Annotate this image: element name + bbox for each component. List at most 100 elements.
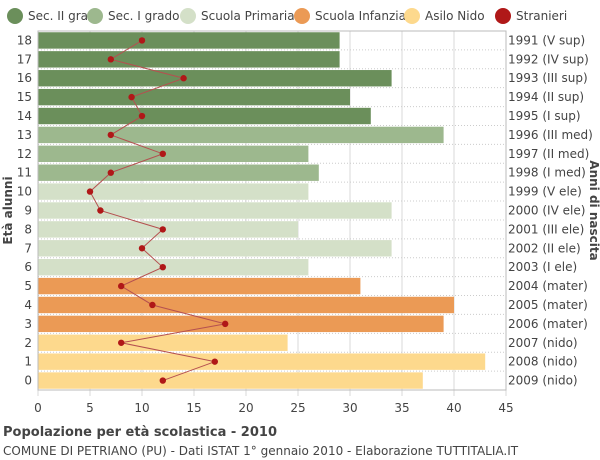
x-tick-label: 25 bbox=[290, 401, 305, 415]
y-axis-title: Età alunni bbox=[1, 176, 15, 244]
birth-year-label: 1993 (III sup) bbox=[508, 71, 588, 85]
birth-year-label: 1996 (III med) bbox=[508, 128, 593, 142]
birth-year-label: 2006 (mater) bbox=[508, 317, 588, 331]
age-label: 14 bbox=[17, 109, 32, 123]
birth-year-label: 2001 (III ele) bbox=[508, 222, 584, 236]
legend: Sec. II grado Sec. I grado Scuola Primaria… bbox=[0, 0, 600, 30]
legend-item: Sec. I grado bbox=[87, 7, 179, 25]
x-tick-label: 40 bbox=[446, 401, 461, 415]
stranieri-point bbox=[222, 320, 229, 328]
stranieri-point bbox=[97, 207, 104, 214]
x-tick-label: 15 bbox=[186, 401, 201, 415]
legend-label: Stranieri bbox=[516, 9, 568, 23]
bar bbox=[38, 277, 361, 295]
legend-swatch bbox=[294, 8, 310, 24]
birth-year-label: 1999 (V ele) bbox=[508, 185, 582, 199]
birth-year-label: 2002 (II ele) bbox=[508, 241, 581, 255]
legend-label: Sec. II grado bbox=[28, 9, 103, 23]
legend-item: Stranieri bbox=[495, 7, 567, 25]
stranieri-point bbox=[107, 131, 115, 139]
legend-item: Scuola Infanzia bbox=[294, 7, 406, 25]
birth-year-label: 1992 (IV sup) bbox=[508, 52, 589, 66]
x-tick-label: 45 bbox=[498, 401, 513, 415]
bar bbox=[38, 32, 340, 49]
bar bbox=[38, 202, 392, 219]
bar bbox=[38, 296, 454, 314]
legend-label: Sec. I grado bbox=[108, 9, 180, 23]
stranieri-point bbox=[107, 169, 115, 176]
age-label: 8 bbox=[24, 222, 32, 236]
stranieri-point bbox=[159, 150, 166, 158]
age-label: 15 bbox=[17, 90, 32, 104]
x-tick-label: 0 bbox=[34, 401, 42, 415]
x-tick-label: 5 bbox=[86, 401, 94, 415]
bar bbox=[38, 88, 350, 106]
chart-title: Popolazione per età scolastica - 2010 bbox=[3, 425, 277, 440]
stranieri-point bbox=[149, 301, 156, 309]
stranieri-point bbox=[138, 112, 146, 120]
stranieri-point bbox=[138, 245, 146, 252]
birth-year-label: 1991 (V sup) bbox=[508, 33, 585, 47]
age-label: 5 bbox=[24, 279, 32, 293]
stranieri-point bbox=[86, 188, 94, 195]
legend-label: Scuola Infanzia bbox=[315, 9, 406, 23]
age-label: 13 bbox=[17, 128, 32, 142]
stranieri-point bbox=[180, 75, 187, 82]
stranieri-point bbox=[128, 93, 135, 101]
bar bbox=[38, 240, 392, 257]
legend-swatch bbox=[180, 8, 196, 24]
x-tick-label: 20 bbox=[238, 401, 253, 415]
legend-item: Sec. II grado bbox=[7, 7, 103, 25]
age-label: 7 bbox=[24, 241, 32, 255]
legend-label: Scuola Primaria bbox=[201, 9, 295, 23]
bar bbox=[38, 145, 309, 163]
stranieri-point bbox=[107, 56, 115, 63]
birth-year-label: 2003 (I ele) bbox=[508, 260, 577, 274]
stranieri-point bbox=[118, 339, 125, 346]
age-label: 11 bbox=[17, 166, 32, 180]
bar bbox=[38, 70, 392, 87]
birth-year-label: 1998 (I med) bbox=[508, 166, 586, 180]
y-axis-title-right: Anni di nascita bbox=[587, 160, 600, 260]
age-label: 1 bbox=[24, 355, 32, 369]
bar bbox=[38, 372, 423, 389]
stranieri-point bbox=[159, 226, 166, 233]
age-label: 12 bbox=[17, 147, 32, 161]
legend-label: Asilo Nido bbox=[425, 9, 485, 23]
legend-swatch bbox=[7, 8, 23, 24]
stranieri-point bbox=[211, 358, 218, 365]
legend-item: Asilo Nido bbox=[404, 7, 485, 25]
legend-swatch bbox=[87, 8, 103, 24]
stranieri-point bbox=[118, 282, 125, 290]
bar bbox=[38, 183, 309, 200]
age-label: 16 bbox=[17, 71, 32, 85]
stranieri-point bbox=[138, 37, 146, 44]
stranieri-point bbox=[159, 263, 166, 271]
birth-year-label: 1997 (II med) bbox=[508, 147, 589, 161]
bar bbox=[38, 51, 340, 68]
x-tick-label: 30 bbox=[342, 401, 357, 415]
bar bbox=[38, 353, 486, 370]
birth-year-label: 1995 (I sup) bbox=[508, 109, 581, 123]
legend-swatch bbox=[404, 8, 420, 24]
chart-subtitle: COMUNE DI PETRIANO (PU) - Dati ISTAT 1° … bbox=[3, 444, 519, 458]
age-label: 0 bbox=[24, 374, 32, 388]
age-label: 6 bbox=[24, 260, 32, 274]
age-label: 9 bbox=[24, 204, 32, 218]
birth-year-label: 2007 (nido) bbox=[508, 336, 578, 350]
legend-item: Scuola Primaria bbox=[180, 7, 295, 25]
birth-year-label: 2005 (mater) bbox=[508, 298, 588, 312]
bar bbox=[38, 164, 319, 181]
bar bbox=[38, 334, 288, 351]
bar bbox=[38, 107, 371, 125]
age-label: 10 bbox=[17, 185, 32, 199]
bar bbox=[38, 315, 444, 333]
legend-swatch bbox=[495, 8, 511, 24]
birth-year-label: 1994 (II sup) bbox=[508, 90, 584, 104]
age-label: 2 bbox=[24, 336, 32, 350]
bar bbox=[38, 221, 298, 238]
plot-border bbox=[37, 30, 507, 391]
birth-year-label: 2008 (nido) bbox=[508, 355, 578, 369]
